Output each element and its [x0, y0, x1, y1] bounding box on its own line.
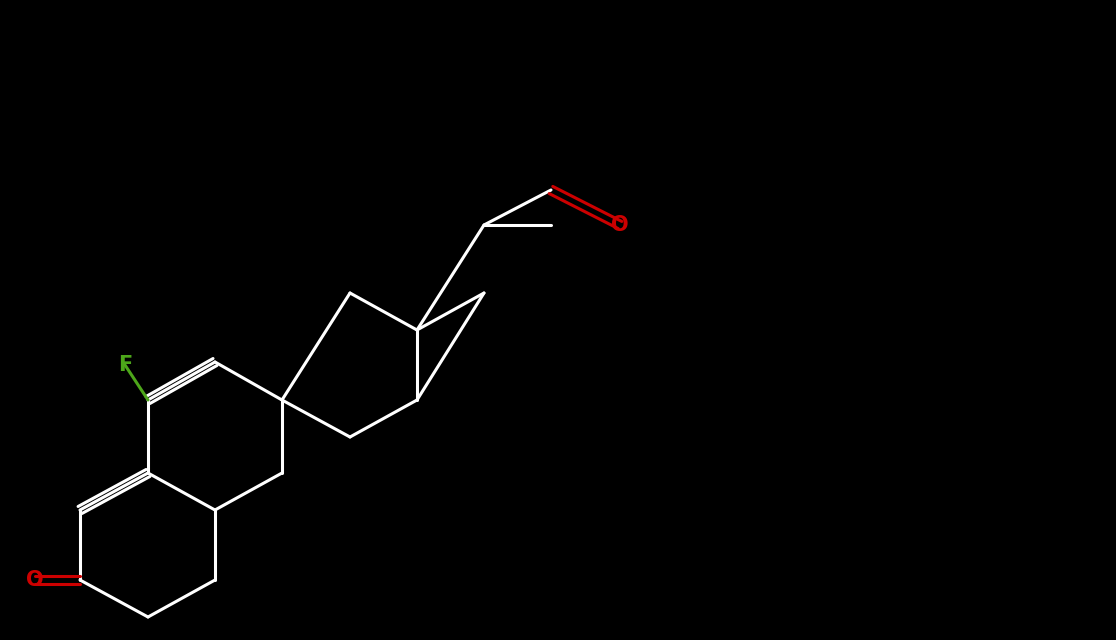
Text: O: O	[26, 570, 44, 590]
Text: F: F	[118, 355, 132, 375]
Text: O: O	[612, 215, 628, 235]
